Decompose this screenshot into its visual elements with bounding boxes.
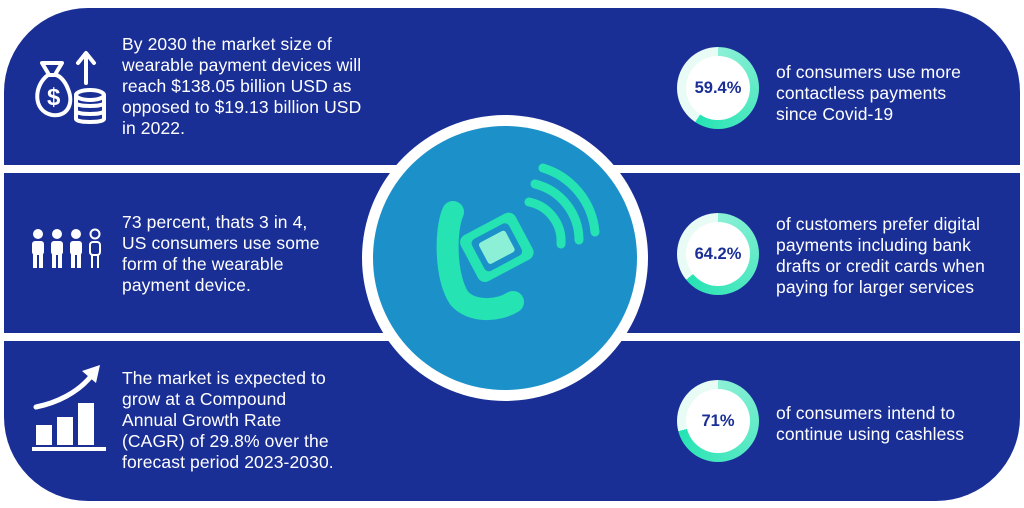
people-three-of-four-icon: [32, 228, 101, 268]
cagr-text: The market is expected to grow at a Comp…: [122, 368, 334, 472]
center-circle: [373, 126, 637, 390]
contactless-text: of consumers use more contactless paymen…: [776, 62, 961, 124]
stat-ring-contactless: 59.4%: [677, 47, 759, 129]
market-size-text: By 2030 the market size of wearable paym…: [122, 34, 362, 138]
stat-value: 64.2%: [686, 222, 750, 286]
svg-text:$: $: [47, 84, 61, 111]
stat-ring-cashless: 71%: [677, 380, 759, 462]
growth-bar-chart-icon: [32, 365, 106, 451]
money-bags-growth-icon: $: [35, 51, 106, 124]
stat-value: 71%: [686, 389, 750, 453]
smartwatch-contactless-icon: [436, 163, 600, 320]
cashless-text: of consumers intend to continue using ca…: [776, 403, 965, 444]
stat-ring-digital: 64.2%: [677, 213, 759, 295]
consumer-usage-text: 73 percent, thats 3 in 4, US consumers u…: [122, 212, 320, 295]
stat-value: 59.4%: [686, 56, 750, 120]
digital-payments-text: of customers prefer digital payments inc…: [776, 214, 985, 297]
